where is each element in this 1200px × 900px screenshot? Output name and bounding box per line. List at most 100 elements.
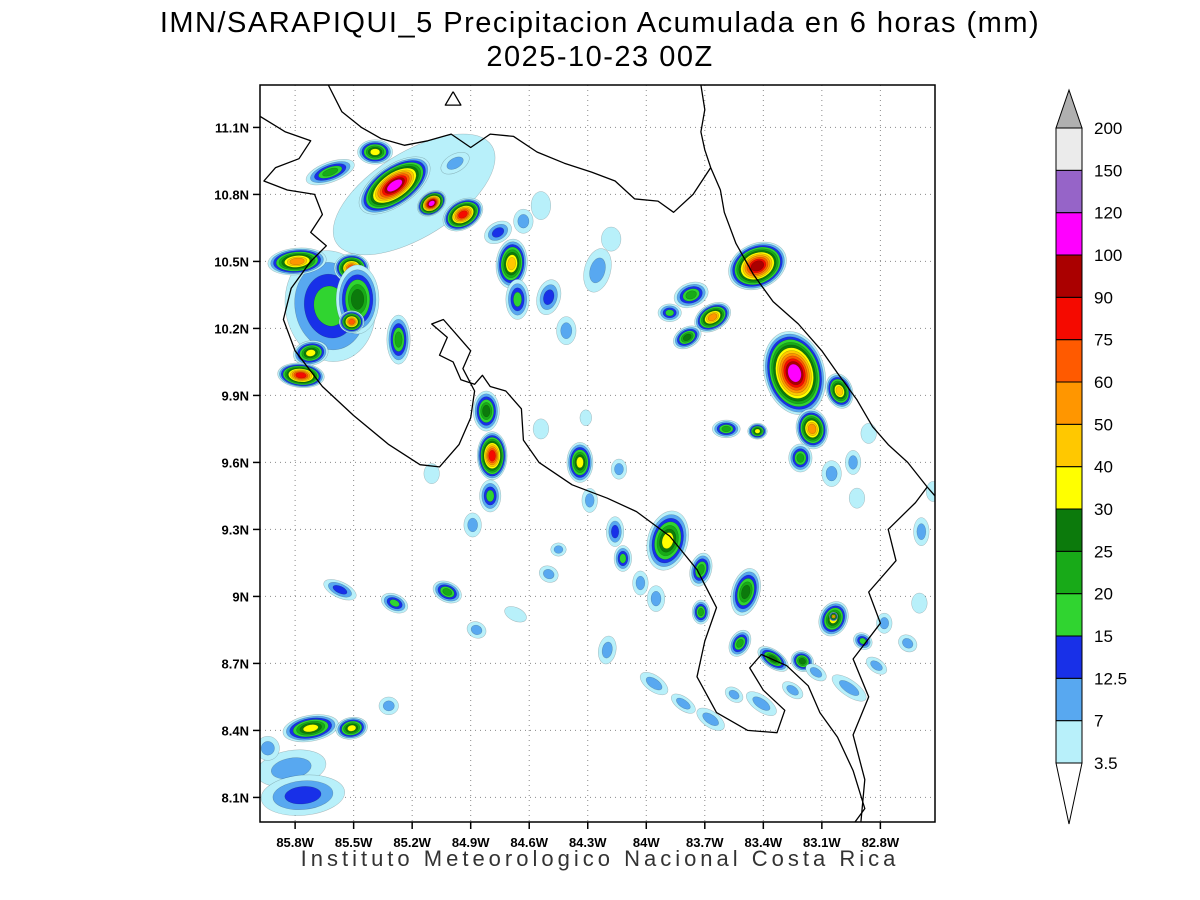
precip-contour-level-3.5 [860,423,877,444]
precip-blob [505,279,530,320]
precip-contour-level-20 [736,638,744,648]
precip-contour-level-7 [879,617,890,630]
lat-tick-label: 9.9N [222,388,249,403]
precip-contour-level-7 [848,455,858,470]
colorbar-segment [1055,593,1083,637]
precip-blob [646,510,689,571]
precip-contour-level-7 [786,684,799,696]
precip-contour-level-7 [752,696,771,711]
precip-contour-level-7 [870,660,883,671]
precip-contour-level-7 [260,741,275,756]
colorbar-label: 12.5 [1094,669,1127,688]
precip-blob [479,479,502,513]
precip-contour-level-3.5 [504,606,527,623]
lat-tick-label: 8.4N [222,723,249,738]
colorbar-label: 150 [1094,161,1122,180]
colorbar-segment [1055,720,1083,764]
precip-contour-level-50 [289,257,305,266]
precip-contour-level-15 [389,599,400,607]
precip-blob [378,696,399,716]
precip-blob [463,512,482,538]
precip-blob [724,686,744,703]
precip-contour-level-7 [382,700,395,712]
precip-blob [260,774,345,816]
lat-tick-label: 10.2N [214,321,249,336]
precip-blob [712,419,741,439]
precip-blob [689,552,713,587]
precip-contour-level-7 [825,465,838,482]
precip-contour-level-50 [832,615,835,618]
map-frame [259,84,936,823]
colorbar-over-arrow [1055,88,1083,129]
precip-blob [532,418,549,440]
precip-blob [606,516,625,547]
precip-contour-level-12.5 [332,584,348,595]
precip-contour-level-40 [507,257,516,271]
precip-contour-level-3.5 [423,463,440,484]
precip-contour-level-7 [839,680,860,696]
coastline [260,85,935,822]
precip-contour-level-25 [482,404,491,418]
coastline-path [700,85,935,497]
precip-contour-level-7 [635,575,646,591]
precip-contour-level-15 [513,291,522,307]
precip-contour-level-7 [702,712,719,727]
precip-blob [691,599,710,625]
precip-contour-level-60 [348,318,355,325]
precip-blob [728,241,787,291]
precip-blob [646,585,666,612]
precip-contour-level-30 [754,428,761,434]
precip-contour-level-30 [305,349,316,357]
colorbar-label: 120 [1094,204,1122,223]
colorbar-segment [1055,381,1083,425]
precip-blob [381,592,409,614]
precip-blob [694,302,731,333]
precip-blob [821,460,842,487]
precip-contour-level-7 [470,624,483,635]
lon-tick-label: 84.3W [569,835,607,850]
lat-tick-label: 10.8N [214,187,249,202]
colorbar-under-arrow [1055,762,1083,825]
precip-blob [845,450,862,475]
precip-blob [763,331,826,416]
precip-contour-level-7 [809,667,823,678]
precip-blob [632,570,649,596]
colorbar-label: 15 [1094,627,1113,646]
precip-blob [466,621,487,639]
lon-tick-label: 84W [633,835,660,850]
colorbar-segment [1055,508,1083,552]
precip-blob [581,488,598,513]
precip-contour-level-7 [676,697,691,710]
precip-blob [357,139,393,165]
precip-blob [848,487,866,509]
precip-blob [795,408,829,450]
precip-contour-level-20 [697,607,704,617]
precip-blob [673,325,702,350]
precip-contour-level-75 [458,210,468,219]
precip-blob [829,611,839,622]
precip-blob [673,281,709,309]
precip-blob [260,749,327,788]
precip-contour-level-7 [553,545,564,554]
precip-contour-level-100 [428,200,436,207]
precip-contour-level-7 [589,257,606,284]
precip-blob [728,629,752,657]
plot-title: IMN/SARAPIQUI_5 Precipitacion Acumulada … [0,6,1200,74]
colorbar-label: 40 [1094,458,1113,477]
precip-blob [305,158,355,186]
precip-blob [670,693,696,714]
precip-contour-level-7 [650,591,662,607]
precip-contour-level-75 [488,449,496,462]
lon-tick-label: 83.1W [803,835,841,850]
precip-blob [277,362,325,389]
colorbar-segment [1055,677,1083,722]
lat-tick-label: 9N [232,589,249,604]
precip-blob [538,565,559,583]
precip-blob [876,612,893,634]
colorbar-label: 30 [1094,500,1113,519]
precip-blob [550,542,567,557]
coastline-path [260,115,866,822]
colorbar-label: 50 [1094,415,1113,434]
